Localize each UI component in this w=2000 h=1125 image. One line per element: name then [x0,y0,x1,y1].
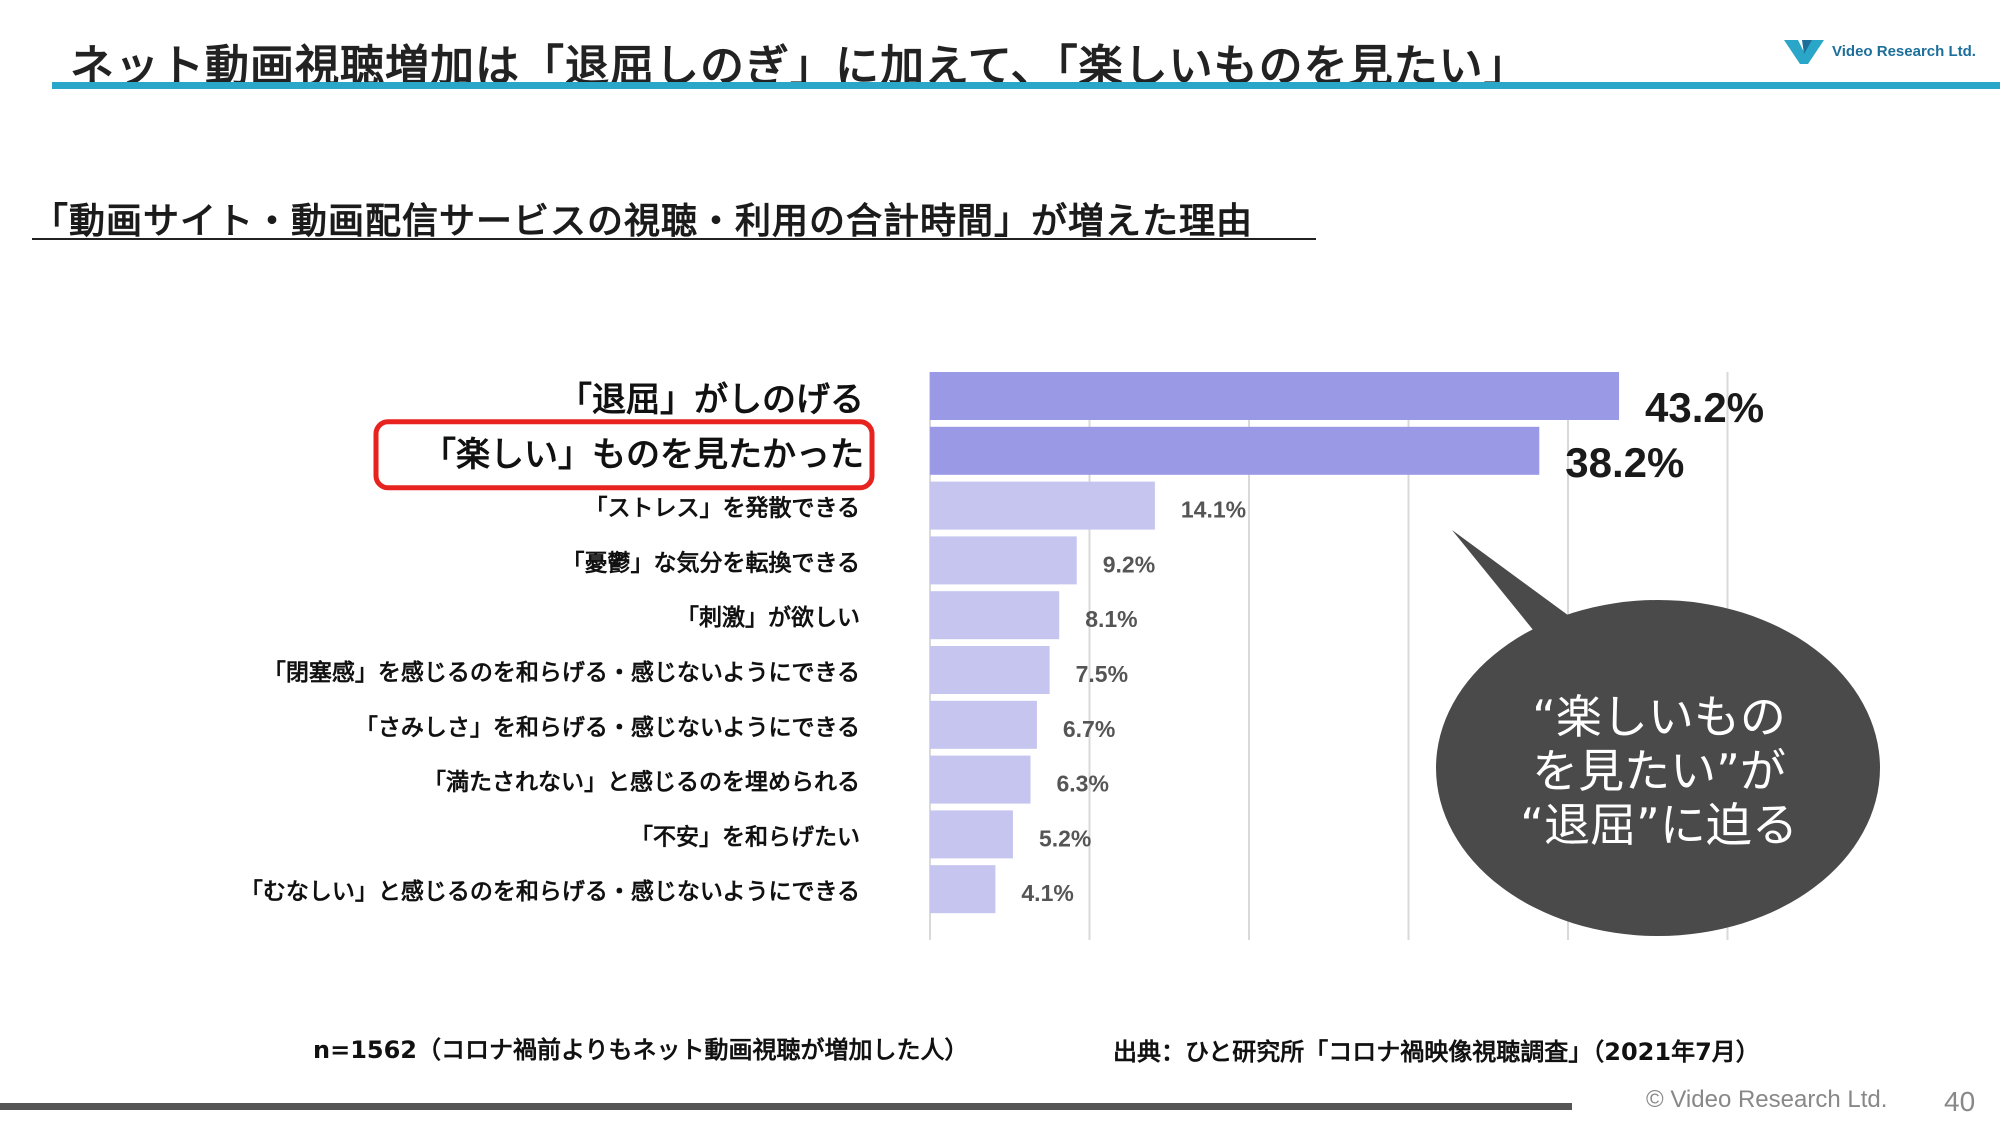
category-label: 「退屈」がしのげる [558,380,864,420]
copyright-text: © Video Research Ltd. [1646,1086,1888,1113]
bar [930,646,1050,694]
value-label: 9.2% [1103,551,1155,577]
category-label: 「閉塞感」を感じるのを和らげる・感じないようにできる [263,659,860,686]
category-label: 「むなしい」と感じるのを和らげる・感じないようにできる [240,878,860,905]
category-label: 「さみしさ」を和らげる・感じないようにできる [355,714,860,741]
title-underline [52,82,2000,89]
logo-mark-icon [1784,40,1824,64]
callout-line-2: を見たい”が [1532,744,1786,798]
chart-title: 「動画サイト・動画配信サービスの視聴・利用の合計時間」が増えた理由 [32,201,1254,242]
sample-footnote: n=1562（コロナ禍前よりもネット動画視聴が増加した人） [313,1036,969,1064]
bar [930,591,1060,640]
logo-text: Video Research Ltd. [1832,42,1976,60]
callout-bubble [1436,600,1880,936]
category-label: 「ストレス」を発散できる [584,496,860,522]
bar [930,865,996,914]
category-label: 「満たされない」と感じるのを埋められる [423,769,860,796]
category-label: 「不安」を和らげたい [630,823,860,850]
value-label: 8.1% [1085,606,1137,632]
value-label: 4.1% [1021,880,1073,906]
value-label: 6.3% [1056,771,1108,797]
value-label: 38.2% [1565,439,1684,486]
company-logo: Video Research Ltd. [1782,36,1976,66]
bar [930,481,1155,530]
value-label: 14.1% [1181,497,1246,523]
bar [930,372,1620,420]
category-label: 「楽しい」ものを見たかった [422,435,864,475]
callout-text: “楽しいもの を見たい”が “退屈”に迫る [1464,690,1854,852]
category-label: 「刺激」が欲しい [676,604,860,631]
footer-rule [0,1103,1572,1110]
highlight-box [373,419,875,491]
page-number: 40 [1944,1086,1976,1117]
value-label: 7.5% [1076,661,1128,687]
value-label: 5.2% [1039,825,1091,851]
bar [930,700,1037,749]
bar [930,426,1540,475]
source-footnote: 出典：ひと研究所「コロナ禍映像視聴調査」（2021年7月） [1113,1038,1760,1066]
value-label: 6.7% [1063,716,1115,742]
callout-line-3: “退屈”に迫る [1520,798,1798,852]
bar [930,755,1031,804]
category-label: 「憂鬱」な気分を転換できる [561,549,860,576]
callout-line-1: “楽しいもの [1532,690,1786,744]
bar [930,536,1077,585]
bar [930,810,1013,859]
chart-title-underline [32,238,1316,240]
value-label: 43.2% [1645,384,1764,431]
